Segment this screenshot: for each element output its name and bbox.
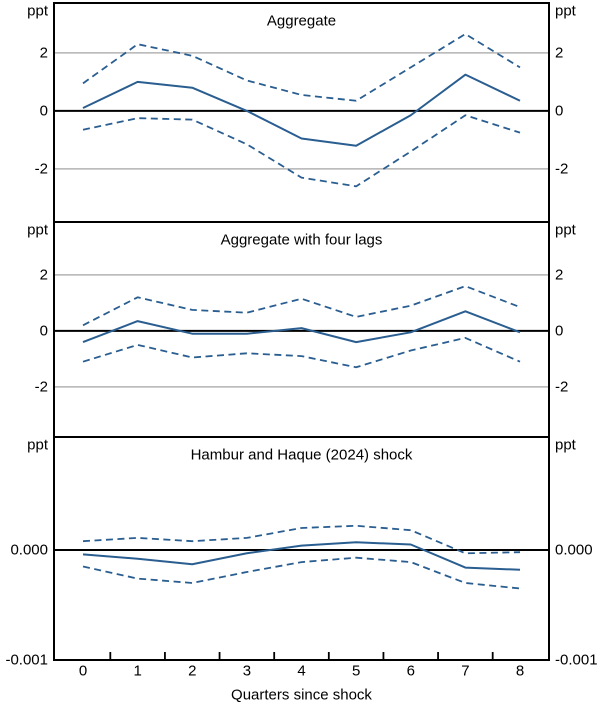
panel-2-ytick-right-0: 0 [555, 322, 563, 339]
panel-1-ytick-right--2: -2 [555, 160, 568, 177]
panel-2-ytick-left-0: 0 [40, 322, 48, 339]
panel-2-point-estimate-line [82, 310, 521, 344]
x-tick-label-4: 4 [297, 663, 305, 680]
panel-1-ytick-right-2: 2 [555, 44, 563, 61]
panel-3-ytick-left--0.001: -0.001 [5, 652, 48, 669]
panel-2-upper-confidence-band-line [82, 285, 521, 327]
x-tick-label-0: 0 [79, 663, 87, 680]
x-tick-label-1: 1 [133, 663, 141, 680]
x-tick-label-3: 3 [243, 663, 251, 680]
x-tick-label-6: 6 [407, 663, 415, 680]
panel-1-title: Aggregate [267, 13, 336, 30]
panel-3-unit-label-right: ppt [555, 437, 577, 454]
panel-3-title: Hambur and Haque (2024) shock [191, 447, 413, 464]
x-tick-label-7: 7 [461, 663, 469, 680]
x-tick-label-2: 2 [188, 663, 196, 680]
x-axis-title: Quarters since shock [231, 687, 372, 704]
panel-1-lower-confidence-band-line [82, 114, 521, 188]
panel-2-ytick-left--2: -2 [35, 378, 48, 395]
panel-2-lower-confidence-band-line [82, 336, 521, 369]
panel-2-unit-label-left: ppt [27, 222, 49, 239]
panel-2-unit-label-right: ppt [555, 222, 577, 239]
panel-1-unit-label-right: ppt [555, 3, 577, 20]
panel-2-title: Aggregate with four lags [221, 232, 383, 249]
panel-2-ytick-right--2: -2 [555, 378, 568, 395]
panel-1-ytick-left-2: 2 [40, 44, 48, 61]
panel-3-point-estimate-line [82, 541, 521, 571]
x-tick-label-5: 5 [352, 663, 360, 680]
panel-1-unit-label-left: ppt [27, 3, 49, 20]
panel-1-ytick-left-0: 0 [40, 102, 48, 119]
panel-1-ytick-left--2: -2 [35, 160, 48, 177]
panel-1-point-estimate-line [82, 73, 521, 147]
panel-1-upper-confidence-band-line [82, 33, 521, 102]
panel-2-ytick-left-2: 2 [40, 266, 48, 283]
panel-1-ytick-right-0: 0 [555, 102, 563, 119]
panel-3-ytick-right--0.001: -0.001 [555, 652, 598, 669]
panel-3-upper-confidence-band-line [82, 524, 521, 555]
x-tick-label-8: 8 [516, 663, 524, 680]
panel-3-ytick-left-0.000: 0.000 [10, 541, 48, 558]
panel-2-ytick-right-2: 2 [555, 266, 563, 283]
panel-3-unit-label-left: ppt [27, 437, 49, 454]
panel-3-lower-confidence-band-line [82, 556, 521, 590]
panel-3-ytick-right-0.000: 0.000 [555, 541, 593, 558]
